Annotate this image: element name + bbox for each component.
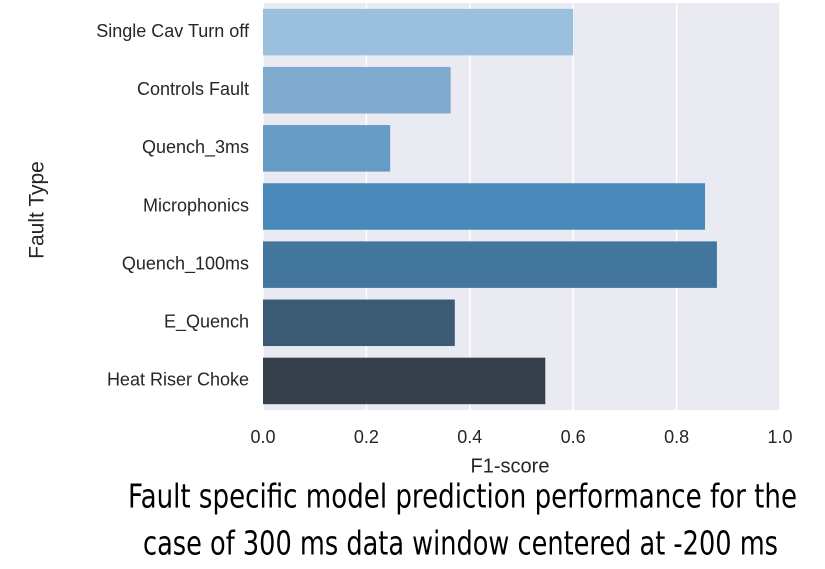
bar	[263, 183, 706, 230]
x-tick-label: 0.8	[664, 427, 689, 447]
bar	[263, 241, 717, 288]
bar	[263, 125, 391, 172]
x-axis-label: F1-score	[471, 455, 550, 477]
y-tick-label: Quench_3ms	[142, 137, 249, 158]
bar	[263, 299, 455, 347]
y-tick-label: Controls Fault	[137, 79, 249, 99]
y-axis-label: Fault Type	[26, 161, 49, 259]
bar	[263, 66, 451, 114]
y-tick-label: E_Quench	[164, 312, 249, 333]
bar	[263, 8, 574, 56]
bar	[263, 357, 546, 405]
chart-title: Fault specific model prediction performa…	[128, 477, 797, 516]
y-tick-label: Heat Riser Choke	[107, 370, 249, 390]
x-tick-label: 0.4	[457, 427, 482, 447]
chart-title: case of 300 ms data window centered at -…	[143, 524, 778, 563]
y-tick-label: Single Cav Turn off	[96, 21, 250, 41]
x-tick-label: 0.6	[561, 427, 586, 447]
x-tick-label: 1.0	[767, 427, 792, 447]
x-tick-label: 0.0	[250, 427, 275, 447]
y-tick-label: Microphonics	[143, 195, 249, 215]
y-tick-label: Quench_100ms	[122, 253, 249, 274]
x-tick-label: 0.2	[354, 427, 379, 447]
